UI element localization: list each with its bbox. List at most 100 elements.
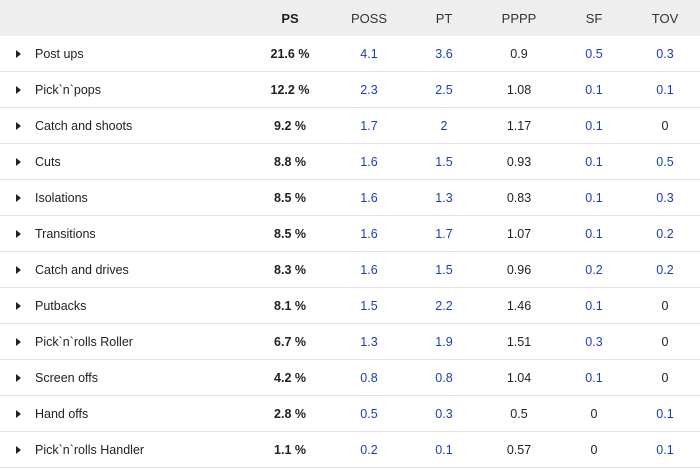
tov-value: 0.3 (656, 190, 674, 205)
poss-value: 0.2 (360, 442, 378, 457)
pppp-value: 0.83 (506, 190, 532, 205)
expand-arrow-icon[interactable] (16, 265, 21, 274)
pt-value: 3.6 (435, 46, 453, 61)
sf-value: 0.1 (585, 370, 603, 385)
table-row[interactable]: Pick`n`rolls Handler 1.1 % 0.2 0.1 0.57 0 0.1 (0, 432, 700, 468)
sf-value: 0.1 (585, 190, 603, 205)
ps-value: 4.2 % (274, 370, 306, 385)
pt-value: 0.8 (435, 370, 453, 385)
play-type-cell[interactable]: Transitions (0, 227, 250, 241)
play-type-cell[interactable]: Cuts (0, 155, 250, 169)
ps-value: 1.1 % (274, 442, 306, 457)
pt-value: 2 (440, 118, 448, 133)
expand-arrow-icon[interactable] (16, 85, 21, 94)
expand-arrow-icon[interactable] (16, 157, 21, 166)
pppp-value: 1.46 (506, 298, 532, 313)
ps-value: 8.1 % (274, 298, 306, 313)
play-type-name: Isolations (35, 190, 88, 205)
table-row[interactable]: Post ups 21.6 % 4.1 3.6 0.9 0.5 0.3 (0, 36, 700, 72)
table-row[interactable]: Catch and shoots 9.2 % 1.7 2 1.17 0.1 0 (0, 108, 700, 144)
poss-value: 1.6 (360, 226, 378, 241)
play-type-cell[interactable]: Catch and shoots (0, 119, 250, 133)
pt-value: 1.7 (435, 226, 453, 241)
poss-value: 1.5 (360, 298, 378, 313)
expand-arrow-icon[interactable] (16, 229, 21, 238)
expand-arrow-icon[interactable] (16, 409, 21, 418)
poss-value: 0.5 (360, 406, 378, 421)
play-type-cell[interactable]: Catch and drives (0, 263, 250, 277)
expand-arrow-icon[interactable] (16, 121, 21, 130)
poss-value: 1.6 (360, 154, 378, 169)
play-type-name: Post ups (35, 46, 84, 61)
ps-value: 8.5 % (274, 190, 306, 205)
table-header-row: PS POSS PT PPPP SF TOV (0, 0, 700, 36)
play-type-cell[interactable]: Pick`n`rolls Roller (0, 335, 250, 349)
table-row[interactable]: Pick`n`pops 12.2 % 2.3 2.5 1.08 0.1 0.1 (0, 72, 700, 108)
pt-value: 0.3 (435, 406, 453, 421)
sf-value: 0.1 (585, 118, 603, 133)
header-pt[interactable]: PT (435, 10, 453, 26)
ps-value: 21.6 % (270, 46, 310, 61)
play-type-name: Catch and drives (35, 262, 129, 277)
play-type-name: Catch and shoots (35, 118, 133, 133)
pt-value: 1.3 (435, 190, 453, 205)
table-row[interactable]: Catch and drives 8.3 % 1.6 1.5 0.96 0.2 0.2 (0, 252, 700, 288)
tov-value: 0.3 (656, 46, 674, 61)
sf-value: 0 (590, 442, 598, 457)
expand-arrow-icon[interactable] (16, 301, 21, 310)
tov-value: 0.2 (656, 262, 674, 277)
ps-value: 6.7 % (274, 334, 306, 349)
play-type-name: Screen offs (35, 370, 99, 385)
expand-arrow-icon[interactable] (16, 49, 21, 58)
tov-value: 0.2 (656, 226, 674, 241)
header-tov[interactable]: TOV (651, 10, 679, 26)
poss-value: 4.1 (360, 46, 378, 61)
play-type-cell[interactable]: Post ups (0, 47, 250, 61)
expand-arrow-icon[interactable] (16, 445, 21, 454)
header-ps[interactable]: PS (281, 10, 299, 26)
pppp-value: 0.5 (510, 406, 528, 421)
table-row[interactable]: Pick`n`rolls Roller 6.7 % 1.3 1.9 1.51 0.3 0 (0, 324, 700, 360)
header-pppp[interactable]: PPPP (501, 10, 537, 26)
play-type-cell[interactable]: Pick`n`rolls Handler (0, 443, 250, 457)
expand-arrow-icon[interactable] (16, 373, 21, 382)
sf-value: 0 (590, 406, 598, 421)
play-type-name: Pick`n`pops (35, 82, 101, 97)
table-row[interactable]: Hand offs 2.8 % 0.5 0.3 0.5 0 0.1 (0, 396, 700, 432)
poss-value: 2.3 (360, 82, 378, 97)
tov-value: 0.1 (656, 442, 674, 457)
play-type-name: Cuts (35, 154, 61, 169)
pppp-value: 0.57 (506, 442, 532, 457)
play-type-cell[interactable]: Isolations (0, 191, 250, 205)
sf-value: 0.1 (585, 226, 603, 241)
table-row[interactable]: Cuts 8.8 % 1.6 1.5 0.93 0.1 0.5 (0, 144, 700, 180)
pppp-value: 1.04 (506, 370, 532, 385)
play-type-cell[interactable]: Screen offs (0, 371, 250, 385)
play-type-cell[interactable]: Pick`n`pops (0, 83, 250, 97)
play-type-cell[interactable]: Hand offs (0, 407, 250, 421)
ps-value: 8.8 % (274, 154, 306, 169)
sf-value: 0.1 (585, 82, 603, 97)
expand-arrow-icon[interactable] (16, 193, 21, 202)
poss-value: 1.7 (360, 118, 378, 133)
header-sf[interactable]: SF (585, 10, 603, 26)
pppp-value: 1.17 (506, 118, 532, 133)
pt-value: 2.5 (435, 82, 453, 97)
tov-value: 0 (661, 298, 669, 313)
tov-value: 0 (661, 334, 669, 349)
tov-value: 0 (661, 118, 669, 133)
pppp-value: 0.93 (506, 154, 532, 169)
play-type-name: Hand offs (35, 406, 89, 421)
play-type-cell[interactable]: Putbacks (0, 299, 250, 313)
pt-value: 1.5 (435, 154, 453, 169)
table-row[interactable]: Screen offs 4.2 % 0.8 0.8 1.04 0.1 0 (0, 360, 700, 396)
table-row[interactable]: Transitions 8.5 % 1.6 1.7 1.07 0.1 0.2 (0, 216, 700, 252)
pppp-value: 1.51 (506, 334, 532, 349)
header-poss[interactable]: POSS (350, 10, 388, 26)
expand-arrow-icon[interactable] (16, 337, 21, 346)
table-row[interactable]: Putbacks 8.1 % 1.5 2.2 1.46 0.1 0 (0, 288, 700, 324)
play-type-name: Transitions (35, 226, 96, 241)
table-row[interactable]: Isolations 8.5 % 1.6 1.3 0.83 0.1 0.3 (0, 180, 700, 216)
play-type-name: Putbacks (35, 298, 87, 313)
sf-value: 0.1 (585, 298, 603, 313)
